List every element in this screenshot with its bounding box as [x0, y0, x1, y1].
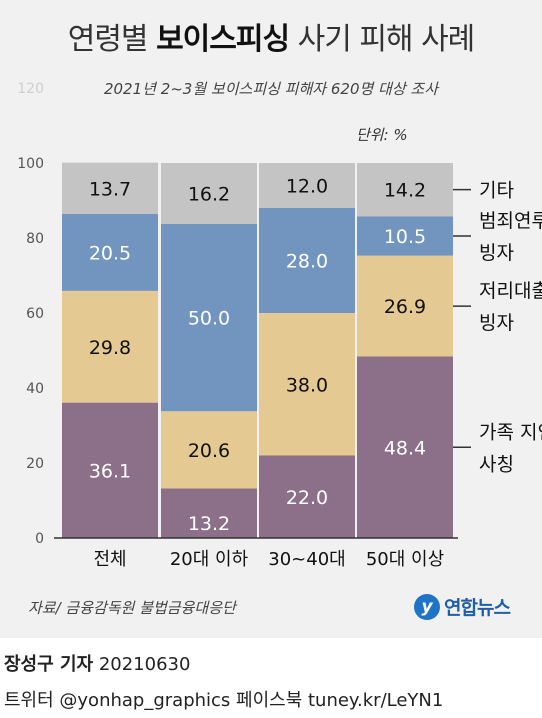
legend-label: 범죄연루	[479, 210, 542, 232]
logo-icon: y	[414, 593, 440, 620]
bar-segment	[161, 488, 257, 538]
x-tick-label: 전체	[93, 549, 126, 570]
y-tick-label: 80	[26, 231, 44, 247]
bar-segment	[357, 163, 453, 217]
title-keyword: 보이스피싱	[156, 22, 290, 57]
bar-segment	[161, 163, 257, 224]
title-prefix: 연령별	[67, 22, 157, 57]
legend-label: 빙자	[479, 312, 514, 334]
data-label: 14.2	[384, 180, 426, 202]
x-tick-label: 50대 이상	[366, 549, 444, 570]
legend-label: 기타	[479, 180, 514, 202]
data-label: 13.7	[89, 178, 131, 200]
data-label: 22.0	[286, 487, 328, 509]
data-label: 28.0	[286, 251, 328, 273]
source-note: 자료/ 금융감독원 불법금융대응단	[28, 599, 236, 617]
data-label: 10.5	[384, 226, 426, 248]
data-label: 20.5	[89, 242, 131, 264]
bar-segment	[161, 223, 257, 412]
author: 장성구 기자	[4, 654, 94, 675]
legend-label: 사칭	[479, 453, 514, 475]
y-tick-label: 40	[26, 381, 44, 397]
legend-label: 빙자	[479, 242, 514, 264]
title-suffix: 사기 피해 사례	[289, 22, 476, 57]
bar-segment	[259, 208, 355, 313]
unit-label: 단위: %	[356, 126, 408, 144]
data-label: 50.0	[188, 308, 230, 330]
x-tick-label: 20대 이하	[170, 549, 249, 570]
data-label: 38.0	[286, 374, 328, 396]
bar-segment	[259, 313, 355, 456]
data-label: 13.2	[188, 513, 230, 535]
bar-segment	[62, 214, 158, 291]
bar-segment	[357, 356, 453, 538]
bar-segment	[62, 402, 158, 538]
yonhap-logo: y 연합뉴스	[414, 593, 511, 620]
data-label: 48.4	[384, 437, 426, 459]
chart-subtitle: 2021년 2~3월 보이스피싱 피해자 620명 대상 조사	[103, 80, 439, 98]
data-label: 20.6	[188, 440, 230, 462]
bar-segment	[259, 455, 355, 538]
legend-label: 가족 지인	[479, 421, 542, 443]
y-tick-label: 60	[26, 306, 44, 322]
data-label: 12.0	[286, 176, 328, 198]
bar-segment	[357, 255, 453, 357]
logo-text: 연합뉴스	[444, 597, 511, 619]
bar-segment	[161, 411, 257, 489]
bar-segment	[62, 290, 158, 403]
byline: 장성구 기자 20210630	[4, 650, 190, 676]
data-label: 16.2	[188, 183, 230, 205]
legend-label: 저리대출	[479, 280, 542, 302]
x-tick-label: 30~40대	[268, 549, 345, 570]
data-label: 26.9	[384, 296, 426, 318]
y-tick-label: 20	[26, 456, 44, 472]
y-tick-label: 0	[35, 531, 44, 547]
data-label: 29.8	[89, 337, 131, 359]
y-tick-label: 120	[17, 81, 44, 97]
bar-segment	[62, 162, 158, 214]
publish-date: 20210630	[98, 654, 191, 675]
stacked-bar-chart: 0 20 40 60 80 100 120 36.1 29.8 20.5 13.7 전체 13.2 20.…	[17, 81, 542, 570]
data-label: 36.1	[89, 460, 131, 482]
bar-segment	[259, 163, 355, 208]
social-links: 트위터 @yonhap_graphics 페이스북 tuney.kr/LeYN1	[4, 690, 444, 711]
chart-title: 연령별 보이스피싱 사기 피해 사례	[0, 14, 542, 58]
bar-segment	[357, 216, 453, 256]
y-tick-label: 100	[17, 156, 44, 172]
